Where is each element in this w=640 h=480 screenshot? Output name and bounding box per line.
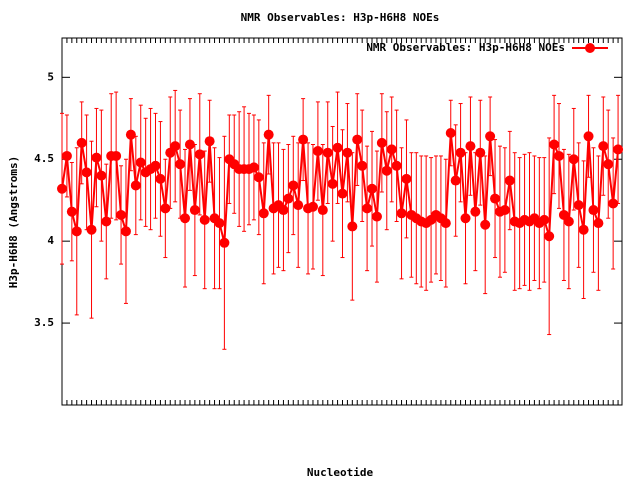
data-point xyxy=(352,134,363,145)
data-point xyxy=(613,144,624,155)
data-point xyxy=(96,170,107,181)
y-tick-label: 4.5 xyxy=(34,152,54,165)
data-point xyxy=(583,131,594,142)
data-point xyxy=(396,208,407,219)
data-point xyxy=(563,216,574,227)
data-point xyxy=(253,172,264,183)
data-point xyxy=(57,183,67,194)
data-point xyxy=(81,167,92,178)
data-point xyxy=(175,159,186,170)
data-point xyxy=(312,146,323,157)
data-point xyxy=(194,149,205,160)
data-point xyxy=(362,203,373,214)
data-point xyxy=(317,205,328,216)
data-point xyxy=(214,218,225,229)
data-point xyxy=(248,162,259,173)
legend-marker xyxy=(585,43,595,53)
data-point xyxy=(125,129,136,140)
data-point xyxy=(135,157,146,168)
data-point xyxy=(76,137,87,148)
data-point xyxy=(342,147,353,158)
data-point xyxy=(450,175,461,186)
y-axis-label: H3p-H6H8 (Angstroms) xyxy=(7,156,20,288)
data-point xyxy=(593,218,604,229)
data-point xyxy=(199,214,210,225)
data-point xyxy=(180,213,191,224)
data-point xyxy=(288,180,299,191)
data-point xyxy=(440,218,451,229)
data-point xyxy=(381,165,392,176)
data-point xyxy=(327,178,338,189)
data-point xyxy=(347,221,358,232)
data-point xyxy=(155,173,166,184)
data-point xyxy=(480,219,491,230)
data-point xyxy=(150,160,161,171)
data-point xyxy=(120,226,131,237)
data-point xyxy=(263,129,274,140)
data-point xyxy=(544,231,555,242)
data-point xyxy=(184,139,195,150)
y-tick-label: 4 xyxy=(47,234,54,247)
legend-label: NMR Observables: H3p-H6H8 NOEs xyxy=(366,41,565,54)
data-point xyxy=(86,224,97,235)
y-tick-label: 3.5 xyxy=(34,316,54,329)
data-point xyxy=(298,134,309,145)
data-point xyxy=(608,198,619,209)
data-point xyxy=(490,193,501,204)
data-point xyxy=(322,147,333,158)
data-point xyxy=(367,183,378,194)
data-point xyxy=(111,150,122,161)
data-point xyxy=(445,128,456,139)
y-tick-label: 5 xyxy=(47,70,54,83)
data-point xyxy=(376,137,387,148)
data-point xyxy=(116,209,127,220)
data-point xyxy=(573,200,584,211)
data-point xyxy=(578,224,589,235)
data-point xyxy=(258,208,269,219)
data-point xyxy=(470,206,481,217)
data-point xyxy=(337,188,348,199)
chart-title: NMR Observables: H3p-H6H8 NOEs xyxy=(241,11,440,24)
data-point xyxy=(278,205,289,216)
data-point xyxy=(549,139,560,150)
data-point xyxy=(71,226,82,237)
data-point xyxy=(101,216,112,227)
data-point xyxy=(283,193,294,204)
data-point xyxy=(371,211,382,222)
data-point xyxy=(357,160,368,171)
data-point xyxy=(332,142,343,153)
data-point xyxy=(598,141,609,152)
data-point xyxy=(66,206,77,217)
data-point xyxy=(386,144,397,155)
data-point xyxy=(603,159,614,170)
data-point xyxy=(204,136,215,147)
data-point xyxy=(539,214,550,225)
data-point xyxy=(307,201,318,212)
data-point xyxy=(189,205,200,216)
data-point xyxy=(170,141,181,152)
data-point xyxy=(568,154,579,165)
data-point xyxy=(499,205,510,216)
data-point xyxy=(219,237,230,248)
data-point xyxy=(130,180,141,191)
data-point xyxy=(391,160,402,171)
data-point xyxy=(465,141,476,152)
data-point xyxy=(293,200,304,211)
data-point xyxy=(61,150,72,161)
data-point xyxy=(460,213,471,224)
data-point xyxy=(588,205,599,216)
x-axis-label: Nucleotide xyxy=(307,466,374,479)
data-point xyxy=(91,152,102,163)
data-point xyxy=(485,131,496,142)
data-point xyxy=(554,150,565,161)
data-point xyxy=(504,175,515,186)
data-point xyxy=(455,147,466,158)
data-point xyxy=(475,147,486,158)
data-point xyxy=(401,173,412,184)
data-point xyxy=(160,203,171,214)
